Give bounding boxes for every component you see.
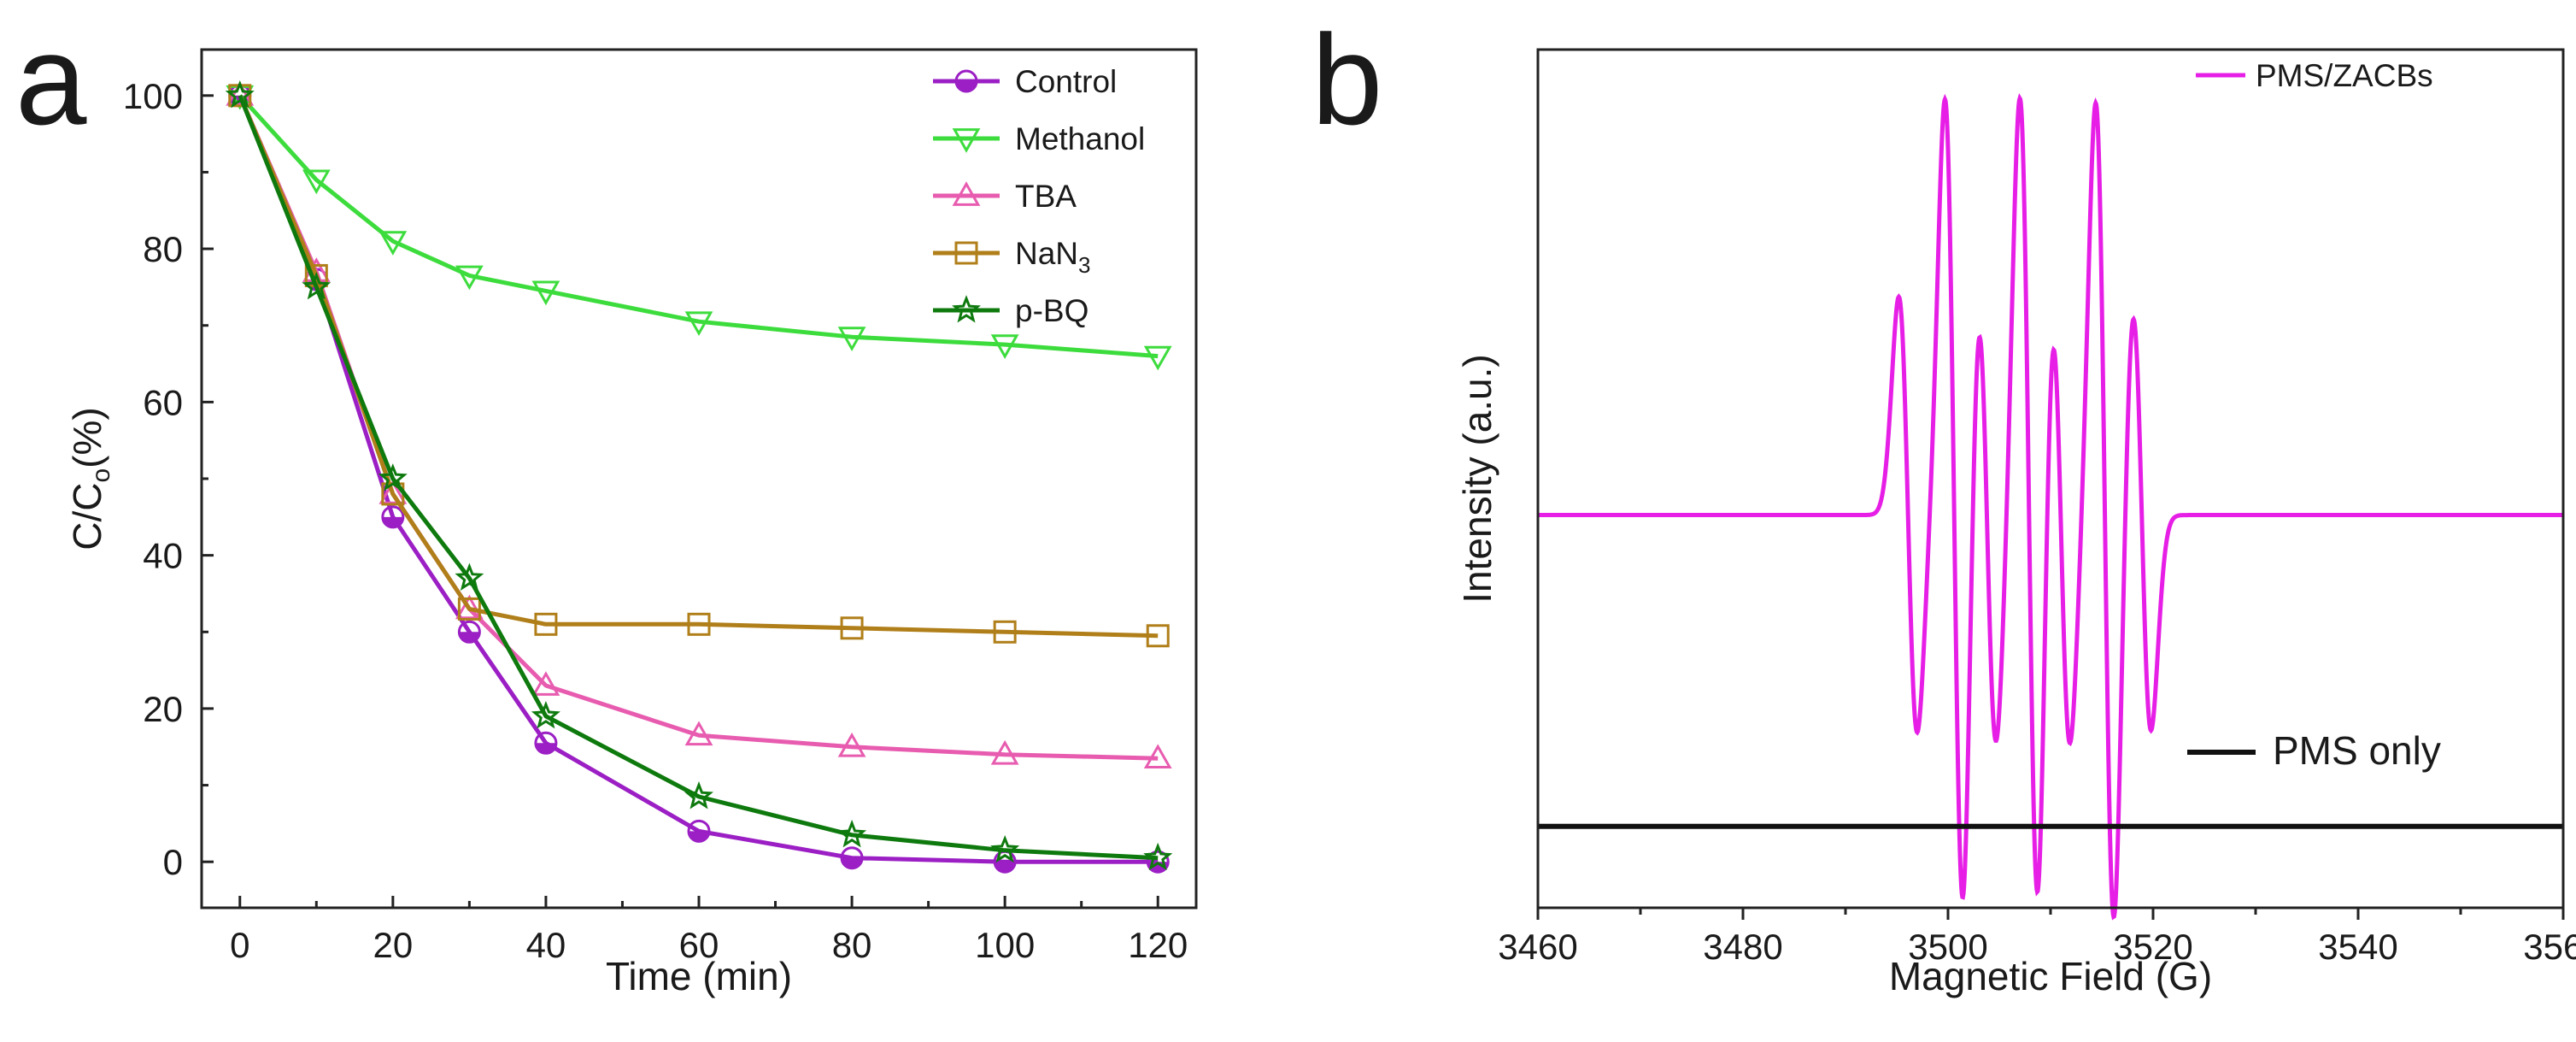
x-tick-label-20: 20 <box>373 925 413 965</box>
chart-b-epr-spectrum: 3460 3480 3500 3520 3540 3560 Magnetic Field (… <box>1455 48 2576 998</box>
series-line-methanol <box>238 94 1159 359</box>
legend-entry-methanol: Methanol <box>933 121 1145 156</box>
x-axis-label: Time (min) <box>606 954 792 998</box>
data-point-tba-40 <box>531 671 560 696</box>
data-point-control-80 <box>840 846 864 870</box>
x-tick-label-0: 0 <box>230 925 249 965</box>
y-axis-label: C/Co(%) <box>65 407 115 550</box>
data-point-methanol-100 <box>990 334 1019 359</box>
legend-entry-nan: NaN3 <box>933 236 1091 278</box>
legend-entry-pms-only: PMS only <box>2187 728 2441 773</box>
data-point-nan-120 <box>1146 624 1170 648</box>
x-tick-label-3480: 3480 <box>1703 927 1782 967</box>
panel-a-letter: a <box>15 8 87 151</box>
legend-marker <box>952 181 981 206</box>
data-point-tba-60 <box>684 721 713 746</box>
legend-label: PMS only <box>2273 728 2441 773</box>
x-tick-label-3500: 3500 <box>1908 927 1987 967</box>
data-point-p-bq-20 <box>378 463 408 492</box>
data-point-control-30 <box>457 620 481 644</box>
y-tick-label-0: 0 <box>163 842 183 882</box>
data-point-tba-80 <box>837 732 866 757</box>
x-tick-label-80: 80 <box>832 925 872 965</box>
x-tick-label-3520: 3520 <box>2113 927 2192 967</box>
legend-marker <box>952 295 981 323</box>
x-tick-label-40: 40 <box>526 925 566 965</box>
x-tick-label-3460: 3460 <box>1498 927 1577 967</box>
x-tick-label-3540: 3540 <box>2318 927 2397 967</box>
legend-entry-control: Control <box>933 64 1117 99</box>
data-point-methanol-40 <box>531 280 560 306</box>
x-tick-label-3560: 3560 <box>2523 927 2576 967</box>
series-p-bq <box>225 79 1173 871</box>
data-point-methanol-60 <box>684 311 713 337</box>
legend-label: p-BQ <box>1015 293 1088 328</box>
panel-b-letter: b <box>1311 8 1382 151</box>
y-tick-label-80: 80 <box>143 229 183 269</box>
legend-label: Methanol <box>1015 121 1145 156</box>
series-line-p-bq <box>238 94 1159 861</box>
data-point-methanol-80 <box>837 327 866 351</box>
y-tick-label-20: 20 <box>143 689 183 729</box>
legend-label: Control <box>1015 64 1117 99</box>
x-axis-label: Magnetic Field (G) <box>1889 954 2212 998</box>
legend-label: NaN3 <box>1015 236 1091 278</box>
data-point-p-bq-100 <box>990 834 1020 863</box>
data-point-p-bq-120 <box>1143 842 1173 871</box>
plot-frame <box>1536 48 2565 910</box>
data-point-nan-30 <box>457 597 481 621</box>
y-axis-label: Intensity (a.u.) <box>1455 354 1499 603</box>
data-point-p-bq-10 <box>302 272 332 300</box>
y-tick-label-100: 100 <box>123 76 183 116</box>
plot-frame <box>200 48 1198 910</box>
data-point-methanol-10 <box>302 169 331 195</box>
data-point-methanol-120 <box>1143 345 1172 371</box>
data-point-tba-120 <box>1143 744 1172 769</box>
legend-label: TBA <box>1015 179 1077 214</box>
data-point-tba-0 <box>226 80 255 106</box>
data-point-p-bq-30 <box>455 562 484 592</box>
series-nan <box>228 84 1170 648</box>
data-point-control-20 <box>381 505 405 529</box>
data-point-nan-100 <box>993 620 1017 644</box>
data-point-p-bq-60 <box>684 781 713 809</box>
data-point-control-60 <box>687 819 711 843</box>
legend-entry-pms-zacbs: PMS/ZACBs <box>2196 58 2433 93</box>
chart-a-kinetics: 0 20 40 60 80 100 120 0 20 40 60 80 100 Time (min) C/C… <box>65 48 1198 998</box>
legend: Control Methanol TBA NaN3 p-BQ <box>933 64 1145 328</box>
data-point-nan-60 <box>687 612 711 636</box>
x-tick-label-120: 120 <box>1128 925 1188 965</box>
data-point-methanol-30 <box>455 265 484 291</box>
x-tick-label-60: 60 <box>679 925 719 965</box>
data-point-tba-30 <box>455 594 484 620</box>
legend-entry-tba: TBA <box>933 179 1077 214</box>
data-point-control-40 <box>534 731 558 755</box>
legend-marker <box>954 69 978 93</box>
legend-label: PMS/ZACBs <box>2256 58 2433 93</box>
legend-marker <box>954 241 978 265</box>
data-point-p-bq-0 <box>225 79 255 109</box>
legend-entry-p-bq: p-BQ <box>933 293 1088 328</box>
data-point-nan-40 <box>534 612 558 636</box>
x-tick-label-100: 100 <box>975 925 1035 965</box>
data-point-nan-80 <box>840 616 864 640</box>
series-line-nan <box>238 94 1159 639</box>
data-point-methanol-20 <box>378 231 408 256</box>
spectrum-pms-zacbs <box>1538 92 2563 921</box>
data-point-tba-20 <box>378 480 408 504</box>
y-tick-label-40: 40 <box>143 536 183 576</box>
data-point-tba-100 <box>990 739 1019 765</box>
data-point-p-bq-40 <box>531 701 560 729</box>
data-point-p-bq-80 <box>837 819 867 848</box>
legend-marker <box>952 128 981 153</box>
y-tick-label-60: 60 <box>143 382 183 422</box>
